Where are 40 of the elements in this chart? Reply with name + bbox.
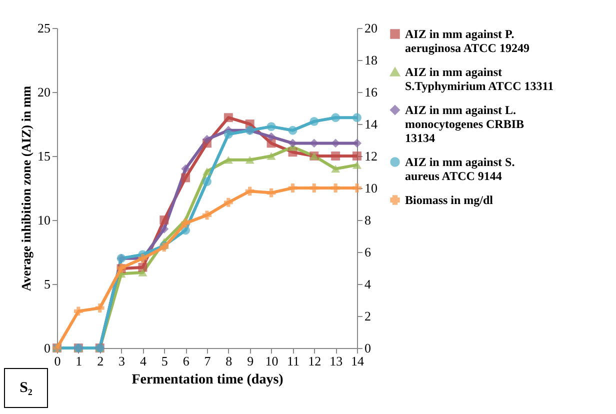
- y-tick-label: 20: [38, 84, 50, 100]
- x-tick-label: 4: [140, 354, 147, 368]
- x-tick-label: 1: [76, 354, 82, 368]
- x-tick-label: 7: [204, 354, 212, 368]
- x-tick-label: 3: [118, 354, 126, 368]
- x-tick-label: 6: [182, 354, 190, 368]
- x-tick-label: 12: [308, 354, 322, 368]
- x-tick-label: 5: [161, 354, 168, 368]
- y-axis-title: Average inhibition zone (AIZ) in mm: [18, 86, 34, 292]
- legend-label: AIZ in mm against S.Typhymirium ATCC 13311: [405, 65, 554, 93]
- y-tick-label: 10: [38, 212, 50, 228]
- y-tick-label: 25: [38, 20, 50, 36]
- y2-tick-label: 14: [364, 116, 378, 132]
- legend-label: AIZ in mm against P. aeruginosa ATCC 19249: [405, 27, 530, 55]
- y2-tick-label: 8: [364, 212, 371, 228]
- y-tick-label: 15: [38, 148, 50, 164]
- x-tick-label: 14: [351, 354, 364, 368]
- y-tick-label: 0: [44, 340, 50, 356]
- y2-tick-label: 18: [364, 52, 378, 68]
- y2-tick-label: 20: [364, 20, 378, 36]
- x-tick-label: 2: [97, 354, 104, 368]
- y2-tick-label: 6: [364, 244, 372, 260]
- x-tick-label: 0: [54, 354, 61, 368]
- x-tick-label: 11: [286, 354, 300, 368]
- x-tick-label: 10: [265, 354, 278, 368]
- text: S₂: [4, 368, 48, 408]
- x-tick-label: 13: [330, 354, 343, 368]
- y2-tick-label: 4: [364, 276, 372, 292]
- x-tick-label: 9: [247, 354, 254, 368]
- x-tick-label: 8: [226, 354, 232, 368]
- legend-label: Biomass in mg/dl: [405, 193, 494, 207]
- y2-tick-label: 10: [364, 180, 378, 196]
- y2-tick-label: 12: [364, 148, 378, 164]
- y-tick-label: 5: [44, 276, 50, 292]
- y2-tick-label: 16: [364, 84, 378, 100]
- y2-tick-label: 2: [364, 308, 371, 324]
- x-axis-title: Fermentation time (days): [132, 372, 284, 388]
- legend-label: AIZ in mm against S. aureus ATCC 9144: [405, 155, 515, 183]
- y2-tick-label: 0: [364, 340, 371, 356]
- legend-label: AIZ in mm against L. monocytogenes CRBIB 13134: [405, 103, 524, 145]
